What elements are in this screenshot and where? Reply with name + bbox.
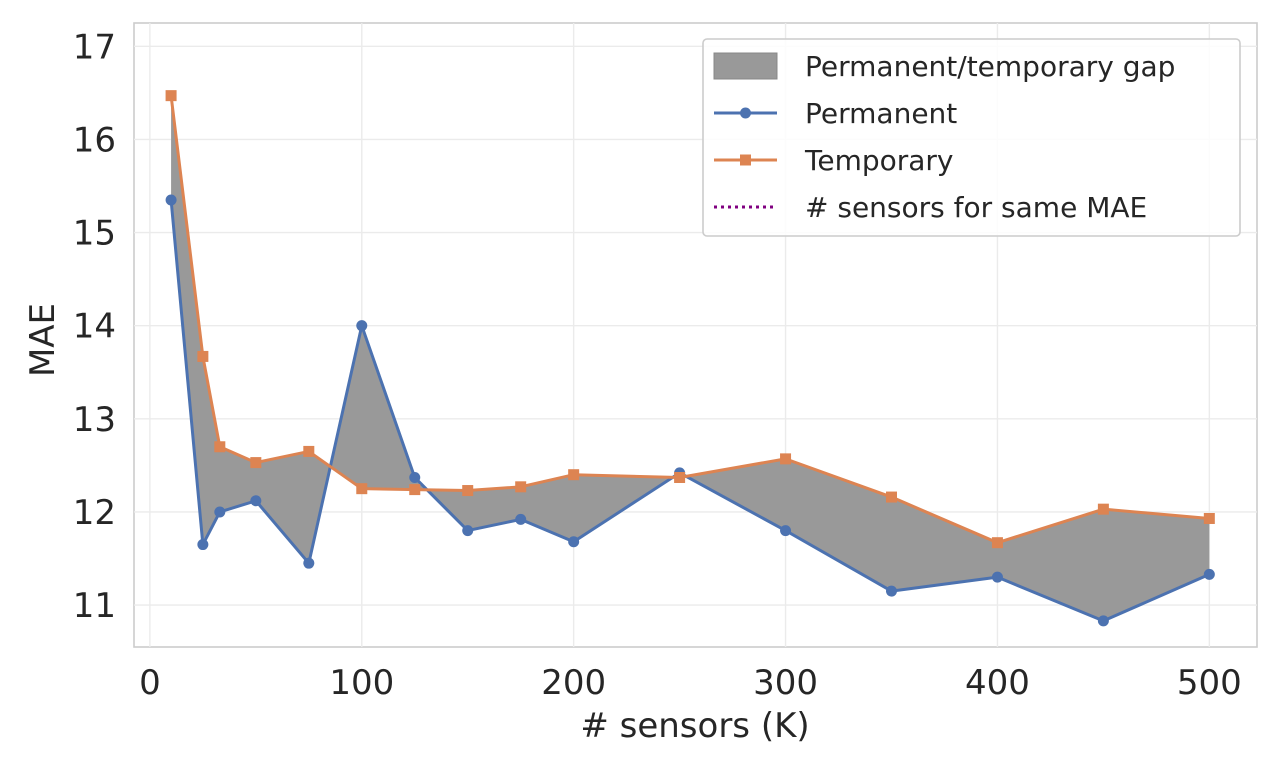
- y-tick-label: 13: [73, 400, 116, 440]
- data-point-permanent: [197, 539, 209, 551]
- data-point-temporary: [165, 90, 177, 102]
- data-point-temporary: [462, 485, 474, 497]
- gap-fill-layer: [171, 95, 1210, 621]
- data-point-permanent: [568, 536, 580, 548]
- x-tick-label: 100: [329, 663, 394, 703]
- y-tick-label: 11: [73, 586, 116, 626]
- data-point-permanent: [250, 495, 262, 507]
- legend: Permanent/temporary gap Permanent Temporar…: [702, 38, 1241, 237]
- data-point-permanent: [515, 513, 527, 525]
- legend-label-sensors-for-same-mae: # sensors for same MAE: [805, 191, 1147, 224]
- data-point-permanent: [165, 194, 177, 206]
- data-point-temporary: [991, 537, 1003, 549]
- series-line-permanent: [169, 199, 1210, 623]
- y-tick-label: 16: [73, 120, 116, 160]
- data-point-temporary: [674, 471, 686, 483]
- y-tick-label: 14: [73, 307, 116, 347]
- data-point-permanent: [1097, 615, 1109, 627]
- data-point-permanent: [885, 585, 897, 597]
- series-permanent: [165, 194, 1215, 627]
- data-point-temporary: [303, 445, 315, 457]
- data-point-temporary: [568, 469, 580, 481]
- legend-frame: [702, 38, 1241, 237]
- x-tick-label: 400: [965, 663, 1030, 703]
- data-point-temporary: [515, 481, 527, 493]
- x-tick-label: 200: [541, 663, 606, 703]
- legend-label-permanent-temporary-gap: Permanent/temporary gap: [805, 50, 1175, 83]
- data-point-temporary: [885, 491, 897, 503]
- data-point-permanent: [1203, 568, 1215, 580]
- tick-labels: 0 100 200 300 400 500 11 12 13 14 15 16 17: [73, 27, 1242, 703]
- data-point-temporary: [1097, 503, 1109, 515]
- x-axis-label: # sensors (K): [580, 706, 809, 746]
- legend-label-temporary: Temporary: [804, 144, 954, 177]
- data-point-permanent: [991, 571, 1003, 583]
- data-point-permanent: [303, 557, 315, 569]
- legend-marker-temporary: [740, 154, 751, 166]
- data-point-permanent: [780, 525, 792, 537]
- y-tick-label: 17: [73, 27, 116, 67]
- data-point-permanent: [356, 320, 368, 332]
- legend-marker-permanent: [740, 107, 751, 119]
- y-tick-label: 12: [73, 493, 116, 533]
- data-point-temporary: [250, 457, 262, 469]
- gap-fill: [171, 95, 1210, 621]
- data-point-temporary: [409, 484, 421, 496]
- data-point-temporary: [1203, 512, 1215, 524]
- series-temporary: [165, 90, 1215, 549]
- data-point-permanent: [409, 471, 421, 483]
- legend-swatch-permanent-temporary-gap: [713, 52, 778, 80]
- y-tick-label: 15: [73, 214, 116, 254]
- data-point-permanent: [462, 525, 474, 537]
- data-point-temporary: [214, 441, 226, 453]
- data-point-temporary: [197, 350, 209, 362]
- y-axis-label: MAE: [23, 303, 63, 377]
- legend-label-permanent: Permanent: [805, 97, 957, 130]
- x-tick-label: 500: [1177, 663, 1242, 703]
- x-tick-label: 0: [139, 663, 161, 703]
- data-point-temporary: [780, 453, 792, 465]
- data-point-temporary: [356, 483, 368, 495]
- series-line-temporary: [169, 95, 1210, 545]
- data-point-permanent: [214, 506, 226, 518]
- x-tick-label: 300: [753, 663, 818, 703]
- series-layer: [165, 90, 1215, 627]
